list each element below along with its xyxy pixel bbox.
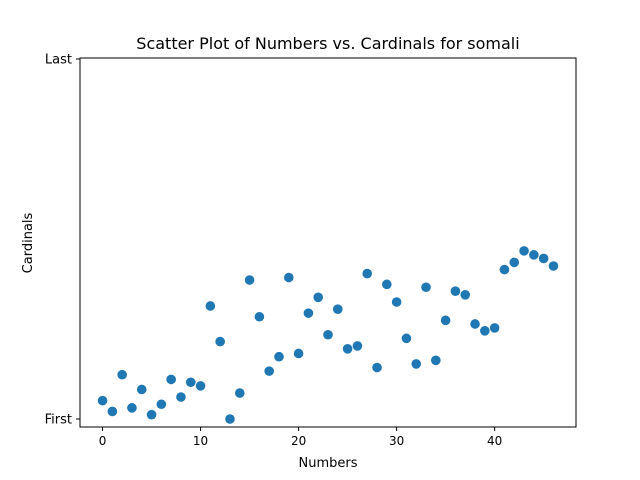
scatter-point [470, 319, 480, 329]
x-tick-label: 20 [291, 434, 306, 448]
scatter-point [499, 264, 510, 275]
scatter-point [303, 308, 314, 318]
scatter-point [97, 395, 108, 406]
scatter-point [450, 286, 461, 297]
scatter-point [195, 381, 206, 391]
scatter-point [146, 409, 157, 420]
plot-area [79, 57, 577, 428]
scatter-point [156, 399, 167, 410]
scatter-point [283, 272, 294, 283]
scatter-point [391, 297, 402, 307]
scatter-point [234, 388, 245, 398]
scatter-point [264, 366, 274, 376]
x-tick-label: 10 [193, 434, 208, 448]
x-tick-label: 40 [487, 434, 502, 448]
scatter-point [401, 333, 412, 344]
scatter-point [117, 369, 127, 380]
x-axis-label: Numbers [299, 456, 358, 471]
scatter-point [166, 374, 176, 385]
scatter-point [313, 292, 324, 303]
scatter-point [323, 329, 333, 340]
plot-frame [79, 57, 577, 428]
y-tick-label: Last [45, 53, 72, 68]
scatter-point [176, 392, 186, 402]
x-tick-label: 30 [389, 434, 404, 448]
scatter-point [136, 384, 147, 395]
scatter-point [372, 362, 382, 373]
scatter-point [460, 290, 471, 300]
x-axis: 0 10 20 30 40 [99, 427, 502, 448]
y-axis-label: Cardinals [21, 212, 36, 273]
scatter-point [274, 351, 284, 362]
scatter-point [107, 406, 118, 417]
scatter-point [548, 261, 559, 271]
scatter-point [352, 341, 363, 351]
scatter-point [411, 359, 422, 369]
scatter-point [293, 348, 304, 359]
chart-title: Scatter Plot of Numbers vs. Cardinals fo… [136, 34, 519, 53]
scatter-point [509, 257, 520, 268]
scatter-point [254, 311, 265, 322]
scatter-point [333, 304, 343, 315]
scatter-point [215, 336, 225, 347]
y-axis: First Last [45, 53, 80, 428]
scatter-point [205, 301, 216, 311]
y-tick-label: First [45, 413, 72, 428]
scatter-point [244, 275, 255, 285]
scatter-point [342, 344, 353, 354]
scatter-point [185, 377, 196, 388]
x-tick-label: 0 [99, 434, 107, 448]
scatter-point [431, 355, 441, 366]
scatter-point [529, 250, 539, 260]
scatter-point [440, 315, 451, 326]
scatter-point [421, 282, 431, 293]
scatter-point [489, 323, 500, 333]
points-layer [97, 246, 559, 424]
scatter-point [382, 279, 392, 290]
scatter-point [225, 414, 235, 424]
scatter-point [538, 253, 549, 264]
scatter-point [362, 268, 373, 279]
scatter-point [127, 403, 137, 413]
scatter-point [480, 326, 490, 336]
scatter-point [519, 246, 529, 256]
